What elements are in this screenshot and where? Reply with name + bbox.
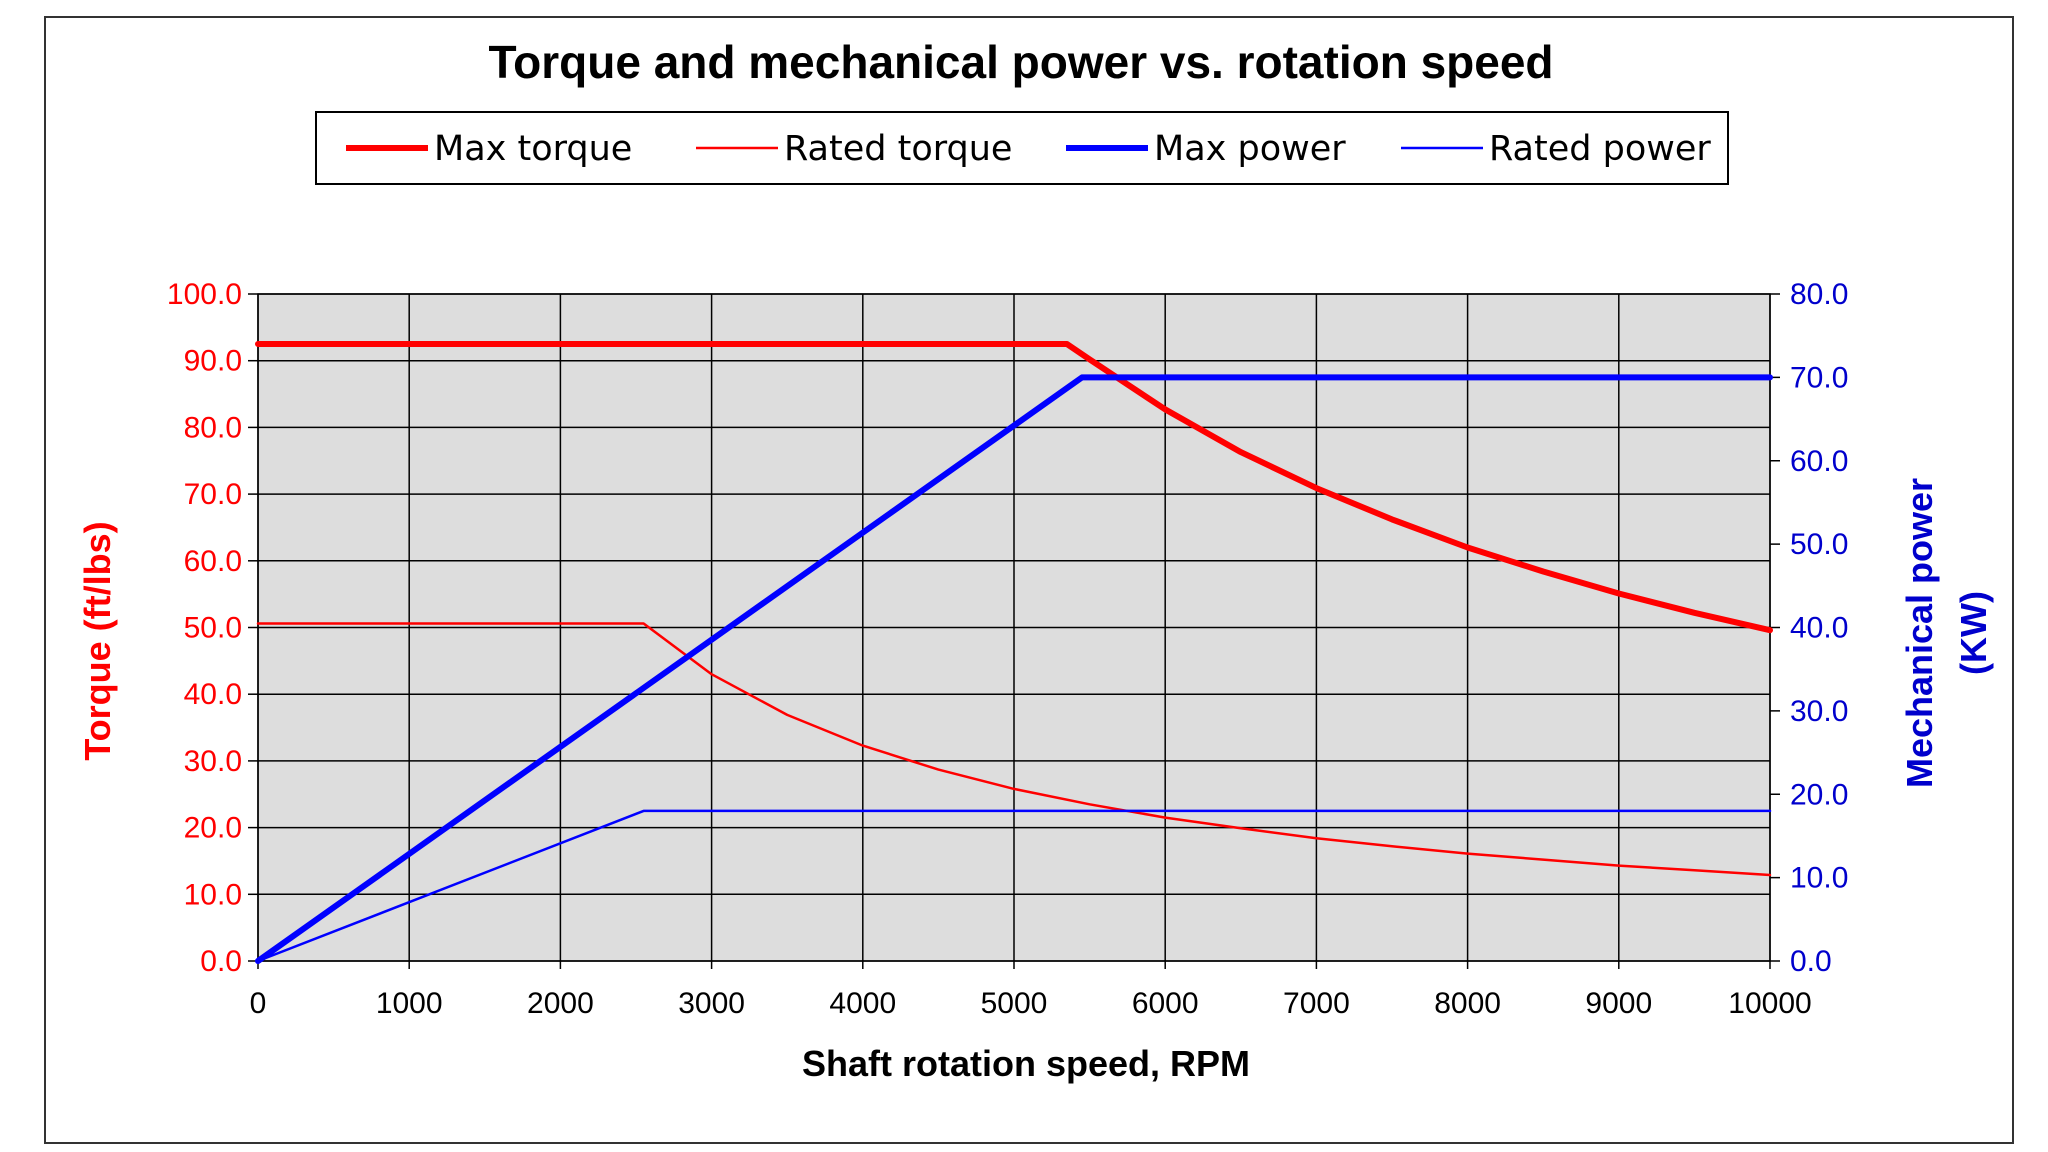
- y-left-tick-label: 10.0: [184, 878, 242, 911]
- y-left-tick-label: 70.0: [184, 478, 242, 511]
- y-right-tick-label: 50.0: [1790, 528, 1848, 561]
- legend-label-max-torque: Max torque: [434, 129, 632, 169]
- x-tick-label: 2000: [527, 987, 594, 1020]
- y-right-tick-label: 70.0: [1790, 361, 1848, 394]
- x-axis-label: Shaft rotation speed, RPM: [802, 1043, 1250, 1084]
- y-right-tick-label: 20.0: [1790, 778, 1848, 811]
- y-right-axis-label-line1: Mechanical power: [1899, 478, 1940, 788]
- y-right-tick-label: 60.0: [1790, 445, 1848, 478]
- series-line-max-torque: [255, 341, 1773, 634]
- legend: Max torque Rated torque Max power Rated pow…: [315, 111, 1729, 185]
- x-tick-label: 6000: [1132, 987, 1199, 1020]
- legend-label-rated-torque: Rated torque: [784, 129, 1012, 169]
- x-tick-label: 0: [250, 987, 267, 1020]
- y-right-tick-label: 80.0: [1790, 278, 1848, 311]
- y-right-tick-label: 0.0: [1790, 945, 1832, 978]
- x-tick-label: 10000: [1728, 987, 1811, 1020]
- y-right-tick-label: 30.0: [1790, 695, 1848, 728]
- y-left-tick-label: 50.0: [184, 612, 242, 645]
- legend-box: [315, 111, 1729, 185]
- legend-label-max-power: Max power: [1154, 129, 1346, 169]
- y-right-axis-label-line2: (KW): [1953, 591, 1994, 675]
- y-left-tick-label: 100.0: [167, 278, 242, 311]
- x-tick-label: 7000: [1283, 987, 1350, 1020]
- series-line-rated-torque: [256, 622, 1772, 877]
- series-line-max-power: [255, 374, 1773, 964]
- x-tick-label: 5000: [981, 987, 1048, 1020]
- y-right-tick-label: 10.0: [1790, 862, 1848, 895]
- plot-area: 0.0 10.0 20.0 30.0 40.0 50.0 60.0 70.0 80.0 90.0 1…: [167, 278, 1848, 1020]
- y-left-tick-label: 0.0: [200, 945, 242, 978]
- chart-title: Torque and mechanical power vs. rotation…: [488, 36, 1553, 88]
- y-left-axis-label: Torque (ft/lbs): [77, 521, 118, 760]
- x-tick-label: 9000: [1585, 987, 1652, 1020]
- y-left-tick-label: 60.0: [184, 545, 242, 578]
- x-tick-label: 3000: [678, 987, 745, 1020]
- y-left-tick-label: 30.0: [184, 745, 242, 778]
- x-tick-label: 1000: [376, 987, 443, 1020]
- y-left-tick-label: 20.0: [184, 812, 242, 845]
- chart-frame: Torque and mechanical power vs. rotation…: [44, 16, 2014, 1144]
- x-tick-label: 8000: [1434, 987, 1501, 1020]
- series-line-rated-power: [256, 809, 1772, 963]
- y-right-tick-label: 40.0: [1790, 612, 1848, 645]
- y-left-tick-label: 80.0: [184, 411, 242, 444]
- y-left-tick-label: 90.0: [184, 345, 242, 378]
- y-left-tick-label: 40.0: [184, 678, 242, 711]
- x-tick-label: 4000: [829, 987, 896, 1020]
- chart-svg: Torque and mechanical power vs. rotation…: [77, 36, 1994, 1084]
- legend-label-rated-power: Rated power: [1489, 129, 1711, 169]
